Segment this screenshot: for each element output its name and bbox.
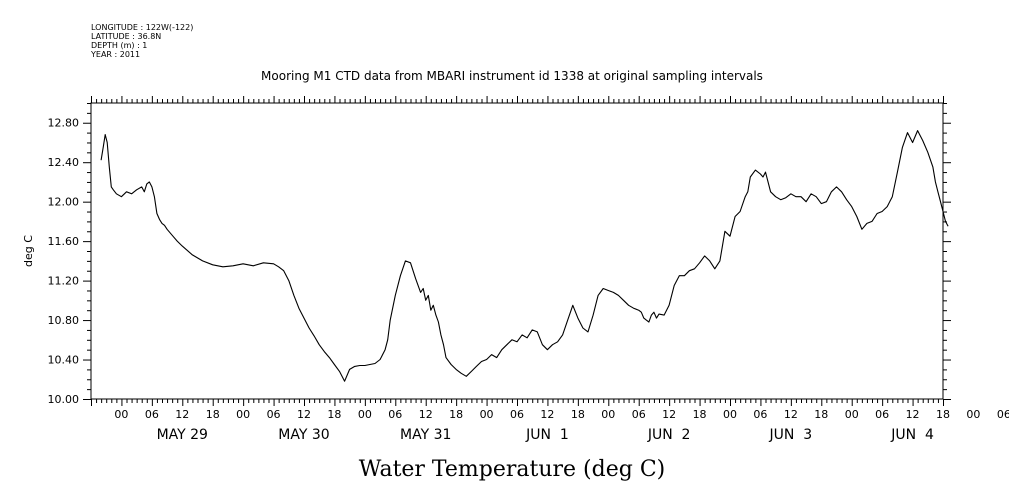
chart-title: Mooring M1 CTD data from MBARI instrumen… <box>261 69 763 83</box>
x-tick-label: 12 <box>297 408 311 421</box>
metadata-block: LONGITUDE : 122W(-122) LATITUDE : 36.8N … <box>90 23 193 59</box>
latitude-label: LATITUDE : 36.8N <box>91 32 161 41</box>
axes <box>83 96 951 406</box>
x-tick-label: 18 <box>693 408 707 421</box>
x-axis-title: Water Temperature (deg C) <box>359 457 666 482</box>
x-tick-label: 00 <box>114 408 128 421</box>
plot-frame <box>90 102 944 400</box>
x-tick-label: 12 <box>906 408 920 421</box>
x-tick-label: 00 <box>845 408 859 421</box>
x-tick-label: 18 <box>814 408 828 421</box>
x-tick-label: 00 <box>601 408 615 421</box>
x-tick-label: 12 <box>662 408 676 421</box>
year-label: YEAR : 2011 <box>90 50 140 59</box>
x-tick-label: 12 <box>784 408 798 421</box>
x-tick-label: 12 <box>540 408 554 421</box>
x-tick-label: 06 <box>267 408 281 421</box>
y-axis-title: deg C <box>22 235 35 267</box>
y-tick-label: 11.20 <box>48 275 80 288</box>
x-tick-label: 18 <box>206 408 220 421</box>
depth-label: DEPTH (m) : 1 <box>91 41 147 50</box>
longitude-label: LONGITUDE : 122W(-122) <box>91 23 193 32</box>
day-label: MAY 31 <box>400 427 451 443</box>
x-tick-labels: 00 06 12 18 00 06 12 18 00 06 12 18 00 06 12 18 00 06 12 18… <box>114 408 1009 421</box>
day-label: JUN 2 <box>647 427 691 443</box>
series-line <box>100 130 949 382</box>
x-tick-label: 00 <box>723 408 737 421</box>
x-tick-label: 12 <box>419 408 433 421</box>
x-tick-label: 00 <box>236 408 250 421</box>
day-label: MAY 30 <box>278 427 329 443</box>
day-labels: MAY 29 MAY 30 MAY 31 JUN 1 JUN 2 JUN 3 JUN 4 <box>157 427 934 443</box>
x-tick-label: 06 <box>632 408 646 421</box>
x-tick-label: 06 <box>510 408 524 421</box>
x-tick-label: 06 <box>388 408 402 421</box>
day-label: JUN 4 <box>890 427 934 443</box>
x-tick-label: 00 <box>480 408 494 421</box>
y-tick-label: 11.60 <box>48 235 80 248</box>
x-tick-label: 06 <box>875 408 889 421</box>
x-tick-label: 00 <box>358 408 372 421</box>
y-tick-label: 10.80 <box>48 314 80 327</box>
x-tick-label: 06 <box>997 408 1009 421</box>
series-layer <box>100 130 949 382</box>
x-tick-label: 06 <box>145 408 159 421</box>
x-tick-label: 18 <box>936 408 950 421</box>
y-tick-label: 10.40 <box>48 354 80 367</box>
y-tick-label: 12.40 <box>48 156 80 169</box>
y-tick-labels: 10.00 10.40 10.80 11.20 11.60 12.00 12.40 12.80 <box>48 117 80 406</box>
x-tick-label: 18 <box>327 408 341 421</box>
day-label: MAY 29 <box>157 427 208 443</box>
x-tick-label: 18 <box>571 408 585 421</box>
day-label: JUN 3 <box>769 427 813 443</box>
x-tick-label: 06 <box>753 408 767 421</box>
x-tick-label: 00 <box>966 408 980 421</box>
y-tick-label: 10.00 <box>48 393 80 406</box>
y-tick-label: 12.80 <box>48 117 80 130</box>
x-tick-label: 18 <box>449 408 463 421</box>
day-label: JUN 1 <box>525 427 569 443</box>
x-tick-label: 12 <box>175 408 189 421</box>
y-tick-label: 12.00 <box>48 196 80 209</box>
